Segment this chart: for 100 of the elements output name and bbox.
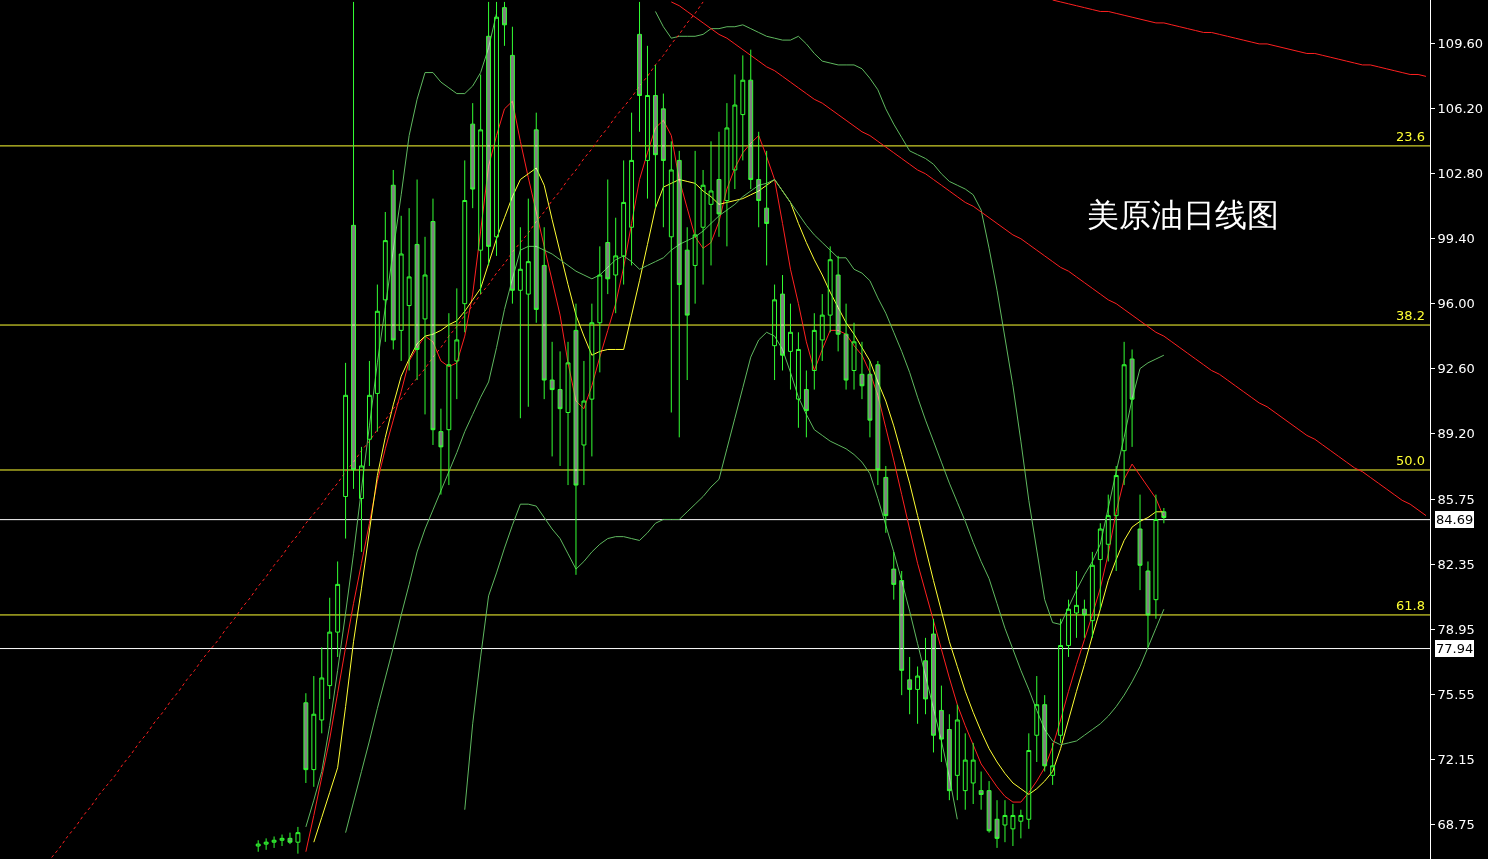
y-tick-label: 106.20 (1437, 101, 1484, 117)
candlestick (938, 685, 944, 763)
candlestick (637, 1, 642, 133)
candlestick (533, 112, 539, 324)
candlestick (398, 215, 404, 362)
candlestick (414, 179, 420, 381)
candlestick (470, 102, 476, 209)
candlestick (899, 570, 905, 696)
y-tick-label: 75.55 (1437, 686, 1475, 702)
y-tick-label: 78.95 (1437, 621, 1475, 637)
candlestick (295, 826, 301, 855)
candlestick (629, 112, 635, 266)
annotation: 23.6 (1396, 129, 1425, 144)
y-tick-label: 96.00 (1437, 296, 1475, 312)
y-tick-label: 89.20 (1437, 426, 1475, 442)
candlestick (454, 287, 460, 400)
candlestick (374, 284, 380, 433)
candlestick (1010, 803, 1016, 847)
candlestick (891, 551, 897, 601)
candlestick (994, 799, 1000, 849)
candlestick (1018, 809, 1024, 839)
candlestick (676, 150, 682, 438)
candlestick (716, 131, 722, 238)
candlestick (1058, 618, 1064, 744)
y-tick-label: 68.75 (1437, 816, 1475, 832)
candlestick (748, 49, 754, 190)
candlestick (1066, 599, 1071, 658)
y-tick-label: 102.80 (1437, 166, 1484, 182)
candlestick (319, 646, 325, 734)
candlestick (819, 293, 825, 362)
candlestick (605, 179, 611, 295)
candlestick (438, 408, 444, 496)
candlestick (406, 207, 412, 371)
candlestick (970, 742, 976, 805)
candlestick (1034, 675, 1040, 763)
candlestick (811, 312, 817, 391)
candlestick (803, 369, 809, 438)
candlestick (509, 26, 515, 305)
y-tick-label: 82.35 (1437, 556, 1475, 572)
candlestick (732, 73, 738, 190)
candlestick (907, 656, 913, 715)
ref-line-label: 84.69 (1436, 512, 1474, 527)
annotation: 50.0 (1396, 453, 1425, 468)
candlestick (668, 140, 674, 413)
candlestick (1145, 560, 1151, 648)
candlestick (875, 360, 881, 486)
candlestick (303, 692, 309, 784)
candlestick (351, 1, 356, 490)
candlestick (1042, 694, 1048, 773)
candlestick (954, 704, 960, 801)
candlestick (923, 637, 928, 715)
y-tick-label: 72.15 (1437, 751, 1475, 767)
candlestick (1089, 551, 1095, 639)
candlestick (446, 312, 452, 486)
candlestick (1074, 570, 1079, 639)
candlestick (1161, 507, 1167, 524)
candlestick (311, 675, 317, 788)
y-tick-label: 85.75 (1437, 491, 1475, 507)
candlestick (764, 150, 770, 266)
y-tick-label: 92.60 (1437, 361, 1475, 377)
candlestick (645, 45, 650, 200)
candlestick (541, 226, 547, 400)
candlestick (462, 159, 468, 333)
candlestick (1105, 494, 1111, 562)
candlestick (1113, 465, 1119, 572)
candlestick (795, 331, 801, 429)
candlestick (978, 771, 984, 811)
candlestick (1153, 494, 1159, 620)
annotation: 61.8 (1396, 598, 1425, 613)
candlestick (867, 360, 873, 438)
candlestick (494, 1, 499, 257)
candlestick (724, 102, 730, 247)
candlestick (1121, 341, 1127, 486)
candlestick (660, 93, 666, 228)
candlestick (740, 54, 746, 161)
candlestick (1137, 494, 1143, 591)
candlestick (343, 362, 349, 540)
candlestick (335, 560, 341, 658)
candlestick (946, 713, 952, 801)
candlestick (486, 1, 492, 266)
candlestick (1026, 732, 1032, 830)
candlestick (883, 465, 889, 534)
candlestick (1081, 599, 1087, 639)
candlestick (859, 341, 865, 400)
candlestick (692, 150, 698, 305)
candlestick (255, 839, 261, 853)
candlestick (390, 169, 396, 350)
candlestick (382, 211, 388, 343)
candlestick (835, 255, 841, 352)
candlestick (271, 835, 277, 849)
candlestick (621, 159, 627, 286)
candlestick (931, 618, 936, 753)
candlestick (327, 597, 333, 700)
candlestick (843, 303, 849, 391)
candlestick (597, 245, 603, 373)
candlestick (581, 360, 587, 486)
line-series (464, 331, 958, 820)
line-series (1052, 0, 1427, 77)
candlestick (589, 303, 595, 457)
candlestick (517, 226, 523, 419)
